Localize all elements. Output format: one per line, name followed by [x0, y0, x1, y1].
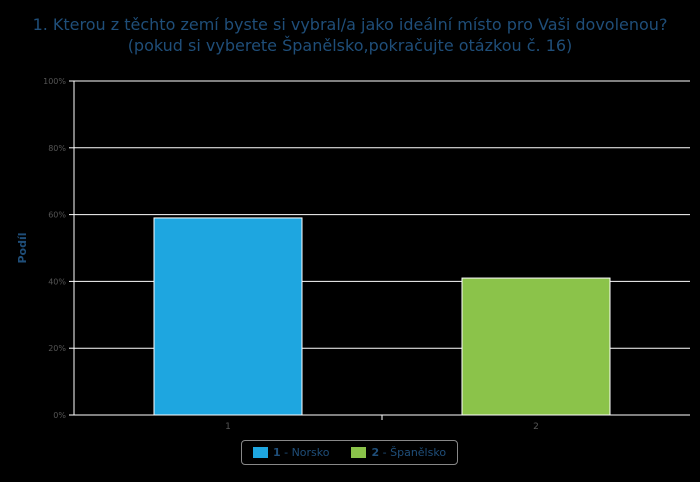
y-tick-label: 100% — [43, 77, 66, 86]
chart-title: 1. Kterou z těchto zemí byste si vybral/… — [32, 15, 668, 34]
y-axis-label: Podíl — [16, 232, 29, 263]
y-tick-label: 20% — [48, 344, 66, 353]
legend-swatch-2 — [351, 447, 367, 458]
legend-label-1: Norsko — [291, 446, 330, 459]
y-tick-label: 60% — [48, 211, 66, 220]
legend-num-1: 1 — [272, 446, 281, 459]
legend: 1 - Norsko 2 - Španělsko — [241, 440, 458, 465]
bar-1 — [153, 217, 303, 416]
y-tick-label: 40% — [48, 277, 66, 286]
legend-num-2: 2 — [371, 446, 380, 459]
y-tick-label: 0% — [53, 411, 66, 420]
x-tick-label: 2 — [533, 422, 539, 432]
chart-subtitle: (pokud si vyberete Španělsko,pokračujte … — [127, 36, 573, 55]
chart-title-block: 1. Kterou z těchto zemí byste si vybral/… — [0, 14, 700, 56]
y-tick-label: 80% — [48, 144, 66, 153]
legend-sep-1: - — [280, 446, 292, 459]
legend-swatch-1 — [252, 447, 268, 458]
legend-item-2: 2 - Španělsko — [351, 446, 446, 459]
legend-sep-2: - — [379, 446, 391, 459]
x-tick-label: 1 — [225, 422, 231, 432]
legend-label-2: Španělsko — [390, 446, 447, 459]
bar-2 — [461, 277, 611, 416]
legend-item-1: 1 - Norsko — [252, 446, 330, 459]
